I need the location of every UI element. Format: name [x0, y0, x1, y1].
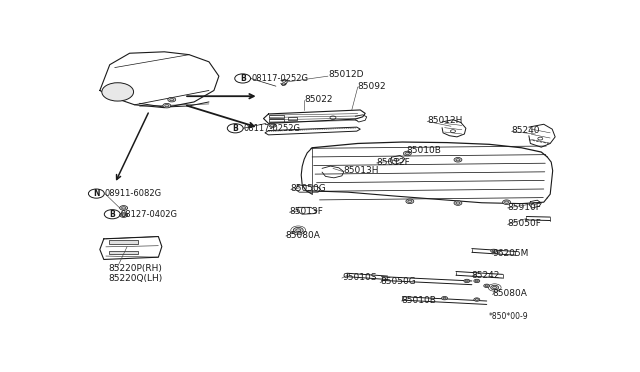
Bar: [109, 251, 138, 254]
Circle shape: [168, 97, 176, 102]
Text: 85013F: 85013F: [289, 207, 323, 216]
Text: 85092: 85092: [358, 82, 387, 91]
Text: B: B: [240, 74, 246, 83]
Circle shape: [474, 298, 480, 301]
Circle shape: [120, 213, 127, 217]
Text: 08117-0252G: 08117-0252G: [251, 74, 308, 83]
Text: 85012F: 85012F: [376, 158, 410, 167]
Text: 85010B: 85010B: [406, 146, 441, 155]
Text: 85910F: 85910F: [508, 202, 541, 212]
Text: 85220Q(LH): 85220Q(LH): [109, 273, 163, 283]
Circle shape: [464, 279, 470, 283]
Circle shape: [491, 285, 499, 290]
Text: B: B: [232, 124, 238, 133]
Circle shape: [491, 249, 497, 253]
Circle shape: [454, 201, 462, 205]
Circle shape: [120, 206, 127, 210]
Text: 85012D: 85012D: [328, 70, 364, 79]
Circle shape: [454, 157, 462, 162]
Circle shape: [269, 124, 276, 128]
Text: 85240: 85240: [511, 126, 540, 135]
Bar: [269, 119, 284, 122]
Text: 85022: 85022: [304, 94, 333, 103]
Circle shape: [474, 279, 480, 283]
Text: 85050G: 85050G: [291, 184, 326, 193]
Text: 85220P(RH): 85220P(RH): [109, 264, 163, 273]
Bar: [109, 240, 138, 244]
Text: 85013H: 85013H: [343, 166, 378, 175]
Circle shape: [442, 296, 447, 300]
Text: *850*00-9: *850*00-9: [489, 312, 529, 321]
Circle shape: [502, 200, 511, 205]
Text: 96205M: 96205M: [493, 248, 529, 258]
Bar: [288, 116, 297, 120]
Text: 85010B: 85010B: [401, 296, 436, 305]
Text: 85242: 85242: [472, 271, 500, 280]
Text: 85050F: 85050F: [508, 219, 541, 228]
Text: 08127-0402G: 08127-0402G: [121, 210, 178, 219]
Text: B: B: [109, 210, 115, 219]
Text: N: N: [93, 189, 100, 198]
Text: 85050G: 85050G: [380, 277, 416, 286]
Text: 08117-0252G: 08117-0252G: [244, 124, 301, 133]
Text: 95010S: 95010S: [342, 273, 376, 282]
Bar: [269, 115, 284, 118]
Circle shape: [293, 227, 303, 233]
Text: 85080A: 85080A: [286, 231, 321, 240]
Circle shape: [403, 151, 412, 156]
Text: 85080A: 85080A: [493, 289, 527, 298]
Circle shape: [102, 83, 134, 101]
Text: 85012H: 85012H: [428, 116, 463, 125]
Circle shape: [484, 284, 490, 288]
Circle shape: [406, 199, 414, 203]
Circle shape: [163, 103, 171, 108]
Text: 08911-6082G: 08911-6082G: [105, 189, 162, 198]
